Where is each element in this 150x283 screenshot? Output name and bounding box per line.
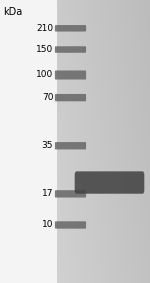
FancyBboxPatch shape (55, 70, 86, 80)
Text: 35: 35 (42, 141, 53, 150)
FancyBboxPatch shape (55, 142, 86, 149)
FancyBboxPatch shape (55, 25, 86, 31)
Text: 100: 100 (36, 70, 53, 80)
Text: 17: 17 (42, 189, 53, 198)
FancyBboxPatch shape (55, 46, 86, 53)
Text: 10: 10 (42, 220, 53, 230)
FancyBboxPatch shape (55, 94, 86, 101)
Text: 210: 210 (36, 24, 53, 33)
FancyBboxPatch shape (55, 221, 86, 229)
Text: 150: 150 (36, 45, 53, 54)
FancyBboxPatch shape (55, 190, 86, 198)
FancyBboxPatch shape (75, 171, 144, 194)
Text: kDa: kDa (3, 7, 22, 17)
Text: 70: 70 (42, 93, 53, 102)
